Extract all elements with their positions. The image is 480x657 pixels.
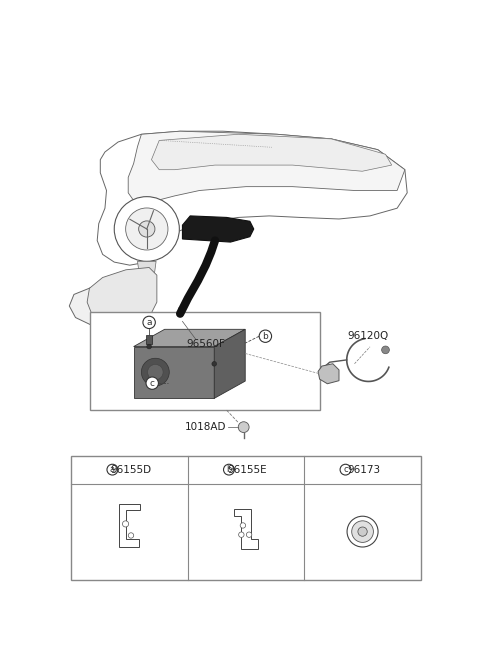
Text: 1018AD: 1018AD <box>185 422 227 432</box>
Text: 96120Q: 96120Q <box>348 330 389 340</box>
Circle shape <box>147 365 163 380</box>
Polygon shape <box>146 335 152 344</box>
Polygon shape <box>97 131 407 265</box>
Polygon shape <box>318 364 339 384</box>
Circle shape <box>212 361 216 366</box>
Circle shape <box>340 464 351 475</box>
Polygon shape <box>182 216 254 242</box>
Polygon shape <box>137 261 156 284</box>
Circle shape <box>358 527 367 536</box>
Circle shape <box>126 208 168 250</box>
Text: 96173: 96173 <box>348 464 381 474</box>
Text: b: b <box>226 465 232 474</box>
Polygon shape <box>87 267 157 324</box>
Circle shape <box>107 464 118 475</box>
Circle shape <box>142 358 169 386</box>
Text: c: c <box>343 465 348 474</box>
Polygon shape <box>234 509 258 549</box>
Polygon shape <box>69 277 133 327</box>
Circle shape <box>122 521 129 527</box>
Circle shape <box>114 196 180 261</box>
Polygon shape <box>152 134 392 171</box>
Circle shape <box>139 221 155 237</box>
Text: 96155E: 96155E <box>228 464 267 474</box>
Polygon shape <box>133 347 214 398</box>
Polygon shape <box>128 131 405 204</box>
Circle shape <box>246 532 252 537</box>
Text: 96155D: 96155D <box>110 464 152 474</box>
Polygon shape <box>133 329 245 347</box>
Circle shape <box>239 532 244 537</box>
Text: a: a <box>110 465 115 474</box>
Circle shape <box>347 516 378 547</box>
Circle shape <box>147 344 152 349</box>
Text: c: c <box>150 378 155 388</box>
Circle shape <box>146 377 158 390</box>
Text: b: b <box>263 332 268 341</box>
Circle shape <box>352 521 373 543</box>
Circle shape <box>224 464 234 475</box>
Text: 96560F: 96560F <box>186 339 225 349</box>
Circle shape <box>240 523 246 528</box>
Polygon shape <box>214 329 245 398</box>
Circle shape <box>382 346 389 353</box>
Bar <box>71 456 421 579</box>
Text: a: a <box>146 318 152 327</box>
Polygon shape <box>119 504 140 547</box>
Bar <box>90 311 321 410</box>
Circle shape <box>238 422 249 432</box>
Circle shape <box>143 316 156 328</box>
Circle shape <box>259 330 272 342</box>
Circle shape <box>128 533 134 538</box>
